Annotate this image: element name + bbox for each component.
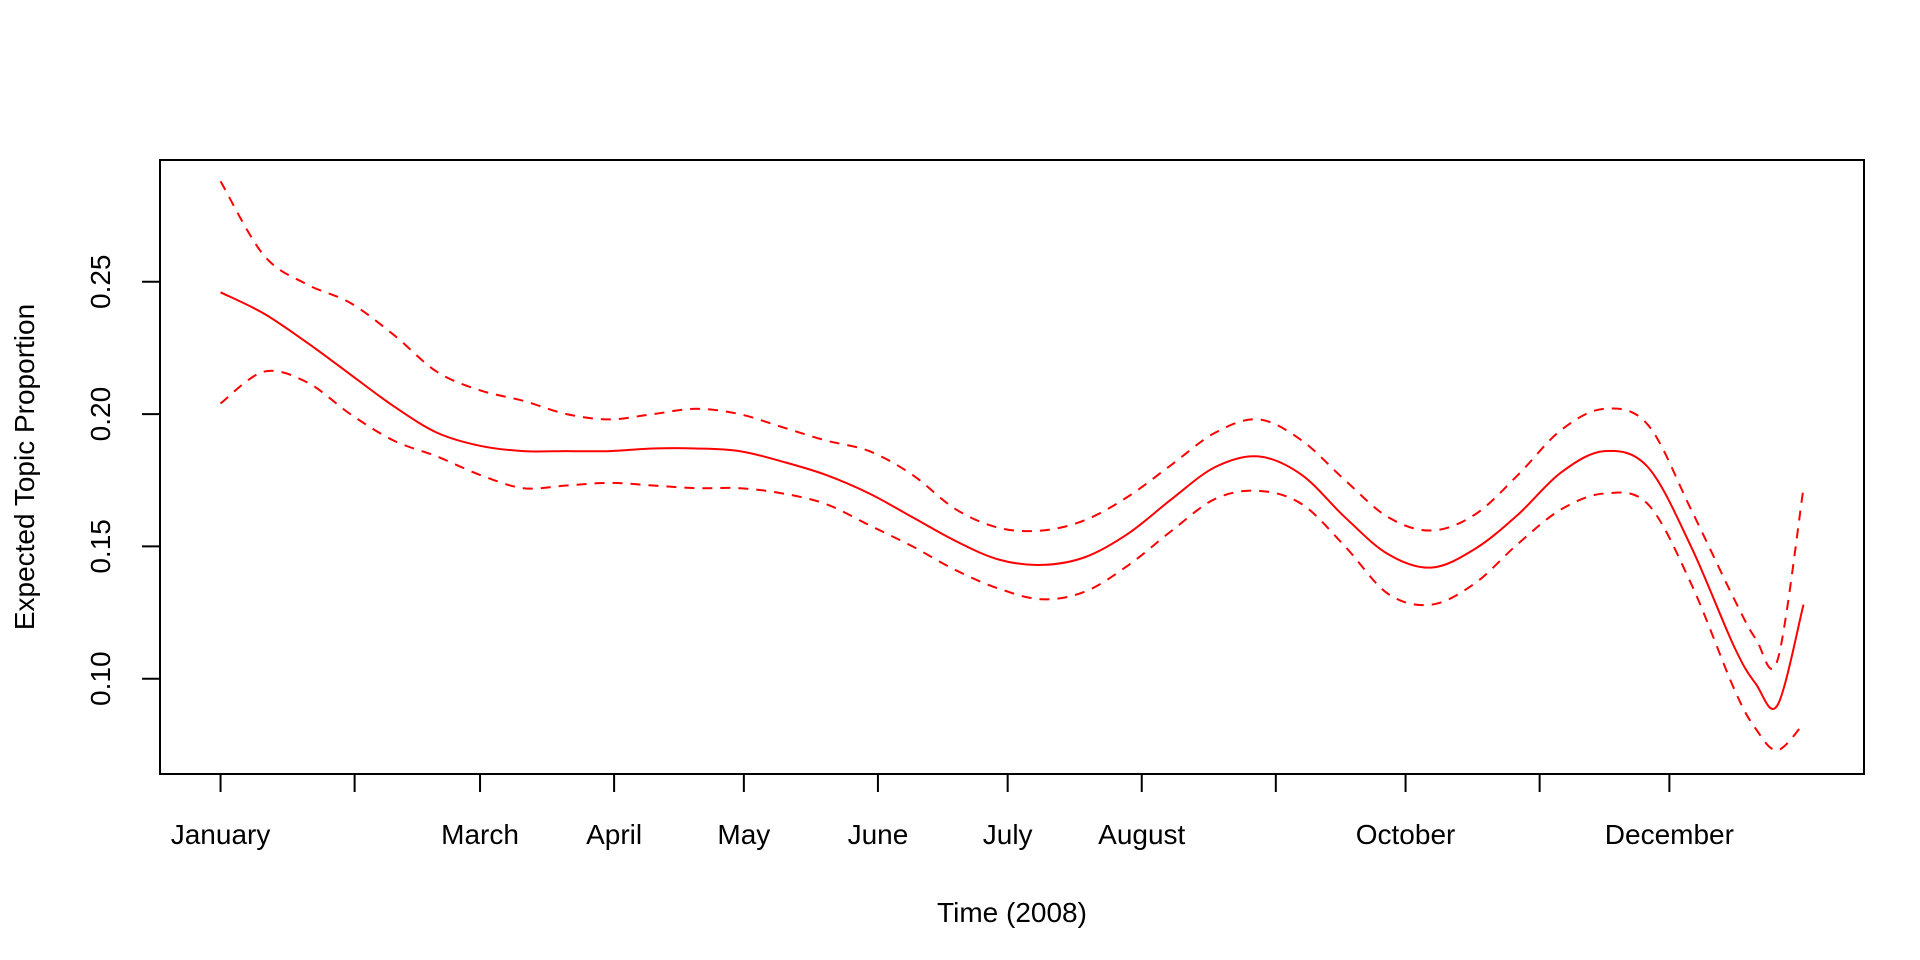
x-axis: January March April May June July August Octobe…: [171, 773, 1734, 850]
series-line-ci-bound: [219, 180, 1805, 670]
series-line-estimate: [220, 291, 1805, 710]
x-tick-label: July: [983, 819, 1033, 850]
x-tick-label: May: [717, 819, 770, 850]
series-layer: [219, 180, 1805, 752]
y-tick-label: 0.25: [85, 254, 116, 309]
x-tick-label: August: [1098, 819, 1185, 850]
x-tick-label: January: [171, 819, 271, 850]
plot-frame: [159, 159, 1865, 775]
y-axis-title: Expected Topic Proportion: [9, 304, 40, 630]
y-axis: 0.10 0.15 0.20 0.25: [85, 254, 161, 706]
x-tick-label: March: [441, 819, 519, 850]
series-line-ci-bound: [219, 369, 1805, 752]
y-tick-label: 0.15: [85, 519, 116, 574]
x-tick-label: October: [1356, 819, 1456, 850]
y-tick-label: 0.10: [85, 651, 116, 706]
x-tick-label: June: [848, 819, 909, 850]
x-tick-label: December: [1605, 819, 1734, 850]
y-tick-label: 0.20: [85, 387, 116, 442]
x-tick-label: April: [586, 819, 642, 850]
x-axis-title: Time (2008): [937, 897, 1087, 928]
